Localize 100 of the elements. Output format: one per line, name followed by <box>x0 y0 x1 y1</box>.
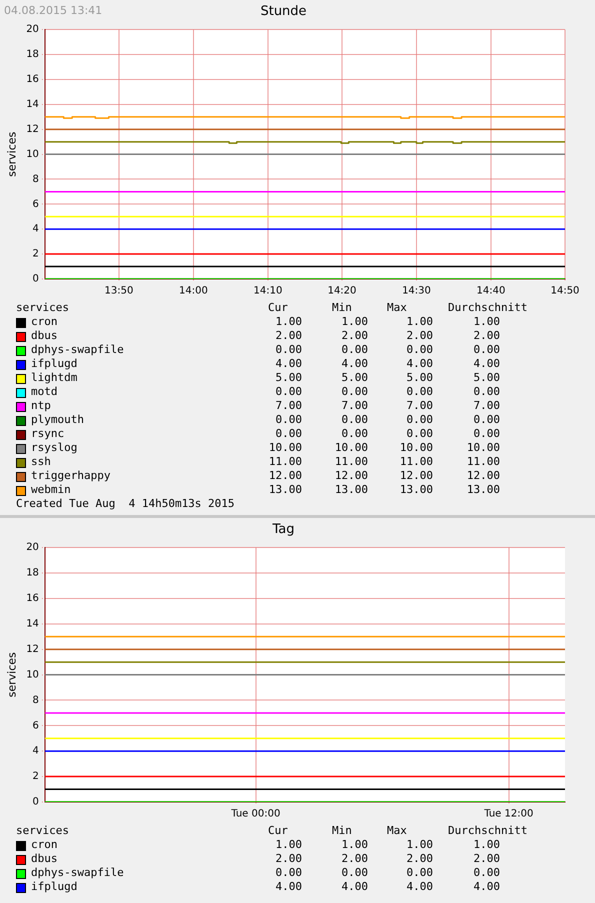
y-tick-label: 12 <box>26 644 39 655</box>
text: 5.00 <box>342 371 368 385</box>
legend-label: rsync <box>31 427 64 441</box>
text: 7.00 <box>342 399 368 413</box>
y-tick-label: 4 <box>32 746 39 757</box>
text: 0.00 <box>276 343 302 357</box>
text: 12.00 <box>268 469 302 483</box>
y-tick-label: 16 <box>26 593 39 604</box>
text: 0.00 <box>276 427 302 441</box>
legend-label: triggerhappy <box>31 469 110 483</box>
x-tick-label: 13:50 <box>104 286 134 297</box>
text: 0.00 <box>276 413 302 427</box>
y-tick-label: 14 <box>26 99 39 110</box>
y-tick-label: 2 <box>32 248 39 260</box>
legend-label: ifplugd <box>31 357 78 371</box>
text: 5.00 <box>474 371 500 385</box>
x-tick-label: 14:30 <box>402 286 431 297</box>
text: 12.00 <box>466 469 500 483</box>
y-tick-label: 8 <box>32 694 39 706</box>
y-tick-label: 8 <box>32 174 39 185</box>
text: 11.00 <box>268 455 302 469</box>
text: 1.00 <box>342 315 368 329</box>
text: 13.00 <box>466 483 500 497</box>
text: 0.00 <box>406 427 433 441</box>
x-tick-label: 14:00 <box>179 286 208 297</box>
text: 10.00 <box>268 441 302 455</box>
text: 10.00 <box>466 441 500 455</box>
y-tick-label: 14 <box>26 618 39 630</box>
text: 4.00 <box>474 357 500 371</box>
y-tick-label: 20 <box>26 542 39 554</box>
text: 0.00 <box>342 343 368 357</box>
legend-label: dbus <box>31 852 58 866</box>
text: 0.00 <box>406 413 433 427</box>
legend-label: dphys-swapfile <box>31 343 124 357</box>
x-tick-label: 14:50 <box>550 286 580 297</box>
text: 4.00 <box>276 357 302 371</box>
text: 2.00 <box>406 329 433 343</box>
legend-label: dphys-swapfile <box>31 866 124 880</box>
text: 5.00 <box>406 371 433 385</box>
legend-label: webmin <box>31 483 71 497</box>
legend-label: motd <box>31 385 58 399</box>
y-tick-label: 16 <box>26 74 39 86</box>
legend-label: rsyslog <box>31 441 78 455</box>
x-tick-label: 14:40 <box>476 286 506 297</box>
text: 0.00 <box>342 866 368 880</box>
text: 1.00 <box>406 838 433 852</box>
y-tick-label: 0 <box>32 274 39 285</box>
text: 2.00 <box>474 852 500 866</box>
chart-title: Tag <box>271 522 295 538</box>
text: 10.00 <box>334 441 368 455</box>
text: Max <box>387 824 407 838</box>
text: 4.00 <box>342 357 368 371</box>
text: Durchschnitt <box>448 301 528 315</box>
x-tick-label: Tue 00:00 <box>230 808 280 820</box>
text: 2.00 <box>474 329 500 343</box>
text: 13.00 <box>268 483 302 497</box>
text: 4.00 <box>276 880 302 894</box>
text: 11.00 <box>466 455 500 469</box>
text: Cur <box>268 824 288 838</box>
text: 4.00 <box>342 880 368 894</box>
text: 1.00 <box>474 838 500 852</box>
text: 7.00 <box>276 399 302 413</box>
y-axis-title: services <box>5 652 18 698</box>
text: 0.00 <box>276 385 302 399</box>
text: 0.00 <box>474 866 500 880</box>
y-tick-label: 10 <box>26 669 39 680</box>
text: 0.00 <box>276 866 302 880</box>
legend-label: ifplugd <box>31 880 78 894</box>
y-tick-label: 18 <box>26 568 39 579</box>
text: 11.00 <box>400 455 433 469</box>
text: Cur <box>268 301 288 315</box>
text: 13.00 <box>334 483 368 497</box>
text: 0.00 <box>342 413 368 427</box>
text: 0.00 <box>406 343 433 357</box>
text: Created Tue Aug 4 14h50m13s 2015 <box>16 497 235 511</box>
text: 11.00 <box>334 455 368 469</box>
y-tick-label: 6 <box>32 198 39 210</box>
y-tick-label: 0 <box>32 796 39 808</box>
text: 7.00 <box>406 399 433 413</box>
legend-title: services <box>16 301 69 315</box>
text: 0.00 <box>342 385 368 399</box>
text: 0.00 <box>474 427 500 441</box>
y-tick-label: 2 <box>32 771 39 782</box>
text: 1.00 <box>276 838 302 852</box>
legend-label: cron <box>31 315 58 329</box>
text: 13.00 <box>400 483 433 497</box>
text: 0.00 <box>474 343 500 357</box>
x-tick-label: 14:10 <box>254 286 282 297</box>
text: Min <box>332 824 352 838</box>
x-tick-label: 14:20 <box>328 286 356 297</box>
text: 1.00 <box>276 315 302 329</box>
text: 5.00 <box>276 371 302 385</box>
legend-label: lightdm <box>31 371 78 385</box>
x-tick-label: Tue 12:00 <box>483 808 534 820</box>
text: 2.00 <box>342 329 368 343</box>
legend-label: cron <box>31 838 58 852</box>
legend-label: ssh <box>31 455 51 469</box>
text: 0.00 <box>342 427 368 441</box>
text: 4.00 <box>474 880 500 894</box>
text: 0.00 <box>474 385 500 399</box>
